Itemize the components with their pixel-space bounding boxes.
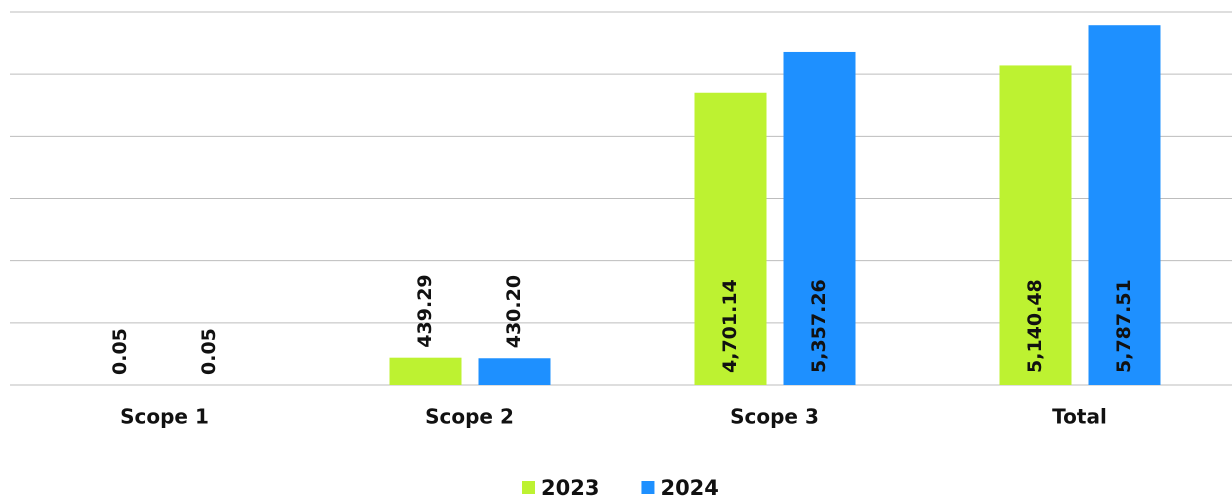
bar: [694, 92, 767, 386]
data-label: 430.20: [503, 275, 525, 348]
data-label: 0.05: [198, 328, 220, 375]
bar: [478, 358, 551, 385]
data-label: 0.05: [109, 328, 131, 375]
legend-label: 2024: [660, 476, 718, 498]
data-label: 5,357.26: [808, 279, 830, 373]
bar: [783, 51, 856, 386]
bar: [1088, 25, 1161, 385]
legend-swatch: [641, 481, 655, 494]
data-label: 5,787.51: [1113, 279, 1135, 373]
x-tick-label: Scope 3: [730, 405, 819, 429]
data-label: 5,140.48: [1024, 279, 1046, 373]
x-tick-label: Total: [1052, 405, 1107, 429]
x-tick-label: Scope 1: [120, 405, 209, 429]
data-label: 4,701.14: [719, 279, 741, 373]
data-label: 439.29: [414, 274, 436, 347]
legend-label: 2023: [541, 476, 599, 498]
x-tick-label: Scope 2: [425, 405, 514, 429]
legend-swatch: [522, 481, 535, 494]
bar: [389, 357, 462, 385]
bar: [999, 65, 1072, 385]
